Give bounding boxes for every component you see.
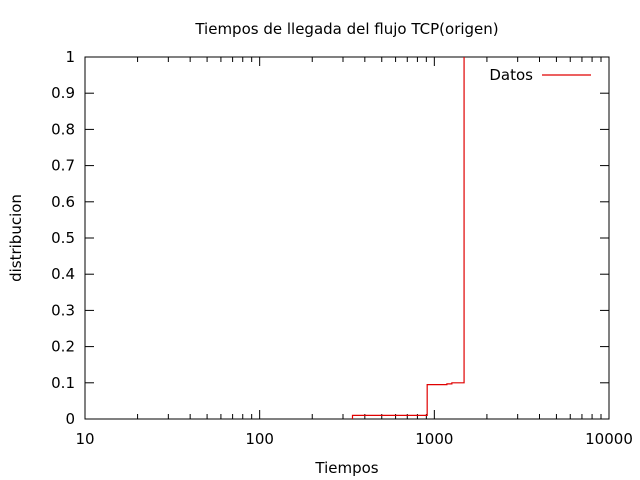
x-tick-label: 10000 [585, 430, 633, 448]
y-axis-label: distribucion [7, 194, 25, 282]
x-tick-label: 1000 [415, 430, 453, 448]
y-tick-label: 0.9 [51, 84, 75, 102]
y-axis: 0 0.1 0.2 0.3 0.4 0.5 0.6 0.7 0.8 0.9 1 [51, 48, 609, 428]
y-tick-label: 0.3 [51, 301, 75, 319]
y-tick-label: 0.4 [51, 265, 75, 283]
y-tick-label: 0.2 [51, 338, 75, 356]
series-line-datos [351, 57, 465, 419]
y-tick-label: 0.8 [51, 120, 75, 138]
legend: Datos [489, 66, 591, 84]
y-tick-label: 0.7 [51, 157, 75, 175]
plot-frame [84, 56, 610, 420]
chart-title: Tiempos de llegada del flujo TCP(origen) [194, 20, 498, 38]
series-layer [351, 57, 465, 419]
y-tick-label: 0.5 [51, 229, 75, 247]
y-tick-label: 0 [65, 410, 75, 428]
x-tick-label: 100 [245, 430, 274, 448]
y-tick-label: 0.1 [51, 374, 75, 392]
x-axis-label: Tiempos [314, 459, 378, 477]
y-tick-label: 1 [65, 48, 75, 66]
x-axis: 10 100 1000 10000 [75, 57, 633, 448]
plot-border [84, 56, 610, 420]
y-tick-label: 0.6 [51, 193, 75, 211]
legend-label-datos: Datos [489, 66, 533, 84]
x-tick-label: 10 [75, 430, 94, 448]
